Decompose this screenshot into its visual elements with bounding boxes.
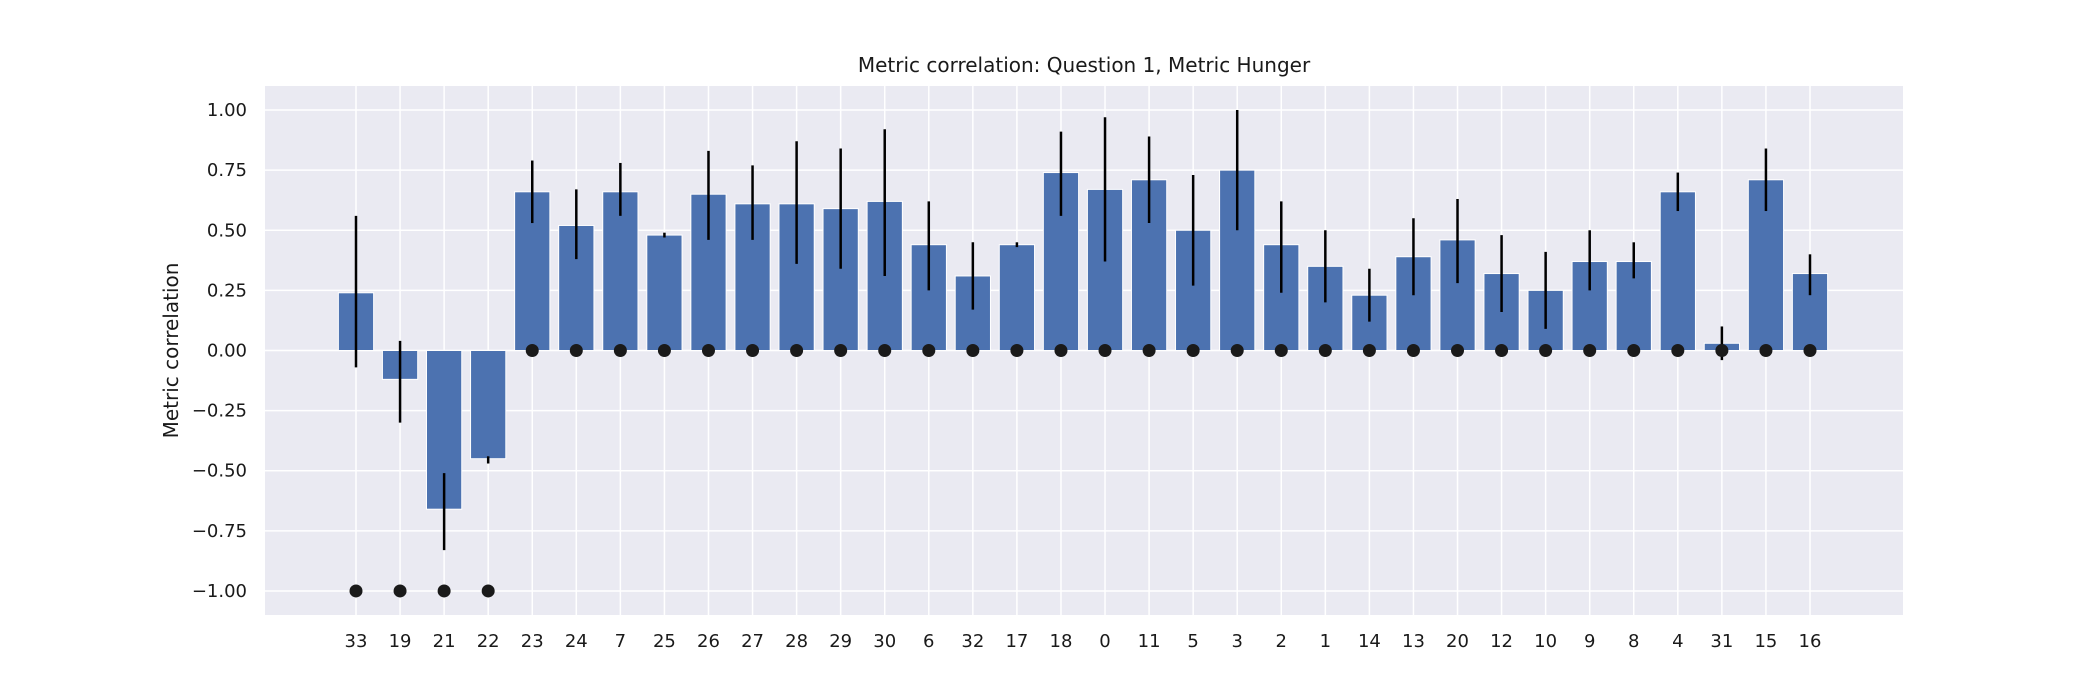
x-tick-label: 27: [741, 631, 764, 652]
marker-6: [922, 344, 936, 357]
x-tick-label: 0: [1099, 631, 1110, 652]
marker-28: [790, 344, 804, 357]
y-tick-label: −0.25: [192, 401, 247, 422]
marker-19: [393, 584, 407, 598]
marker-7: [613, 344, 627, 357]
x-tick-label: 28: [785, 631, 808, 652]
x-tick-label: 21: [433, 631, 456, 652]
bar-17: [998, 244, 1036, 351]
marker-5: [1186, 344, 1200, 357]
x-tick-label: 18: [1050, 631, 1073, 652]
marker-16: [1803, 344, 1817, 357]
x-tick-label: 7: [615, 631, 626, 652]
y-tick-label: −0.75: [192, 521, 247, 542]
marker-17: [1010, 344, 1024, 357]
y-tick-label: 0.25: [207, 280, 247, 301]
x-tick-label: 3: [1231, 631, 1242, 652]
x-tick-label: 11: [1138, 631, 1161, 652]
bar-4: [1659, 191, 1696, 351]
x-tick-label: 31: [1710, 631, 1733, 652]
marker-15: [1759, 344, 1773, 357]
marker-1: [1318, 344, 1332, 357]
marker-2: [1274, 344, 1288, 357]
marker-33: [349, 584, 363, 598]
y-tick-labels: −1.00 −0.75 −0.50 −0.25 0.00 0.25 0.50 0.75 1.00: [192, 100, 247, 602]
marker-0: [1098, 344, 1112, 357]
y-tick-label: −0.50: [192, 461, 247, 482]
x-tick-label: 2: [1276, 631, 1287, 652]
marker-25: [657, 344, 671, 357]
marker-12: [1495, 344, 1509, 357]
marker-31: [1715, 344, 1729, 357]
chart-title: Metric correlation: Question 1, Metric H…: [858, 53, 1311, 77]
x-tick-label: 15: [1754, 631, 1777, 652]
marker-26: [701, 344, 715, 357]
y-tick-label: 0.00: [207, 341, 247, 362]
x-tick-label: 32: [961, 631, 984, 652]
x-tick-label: 12: [1490, 631, 1513, 652]
marker-18: [1054, 344, 1068, 357]
bar-25: [646, 234, 683, 351]
x-tick-label: 30: [873, 631, 896, 652]
x-tick-label: 9: [1584, 631, 1595, 652]
x-tick-label: 13: [1402, 631, 1425, 652]
x-tick-labels: 33 19 21 22 23 24 7 25 26 27 28 29 30 6 32 17 18 0 11 5 3 2 1 1…: [345, 631, 1822, 652]
x-tick-label: 6: [923, 631, 934, 652]
marker-22: [481, 584, 495, 598]
x-tick-label: 16: [1799, 631, 1822, 652]
marker-11: [1142, 344, 1156, 357]
x-tick-label: 23: [521, 631, 544, 652]
x-tick-label: 8: [1628, 631, 1639, 652]
marker-3: [1230, 344, 1244, 357]
y-tick-label: −1.00: [192, 581, 247, 602]
x-tick-label: 25: [653, 631, 676, 652]
x-tick-label: 22: [477, 631, 500, 652]
marker-10: [1539, 344, 1553, 357]
x-tick-label: 33: [345, 631, 368, 652]
y-tick-label: 1.00: [207, 100, 247, 121]
point-markers: [349, 344, 1817, 598]
x-tick-label: 10: [1534, 631, 1557, 652]
bar-22: [470, 350, 507, 460]
marker-20: [1451, 344, 1465, 357]
marker-13: [1406, 344, 1420, 357]
y-tick-label: 0.50: [207, 220, 247, 241]
x-tick-label: 26: [697, 631, 720, 652]
marker-23: [525, 344, 539, 357]
marker-30: [878, 344, 892, 357]
marker-32: [966, 344, 980, 357]
marker-4: [1671, 344, 1685, 357]
bar-7: [602, 191, 639, 351]
y-tick-label: 0.75: [207, 160, 247, 181]
x-tick-label: 29: [829, 631, 852, 652]
marker-29: [834, 344, 848, 357]
marker-8: [1627, 344, 1641, 357]
x-tick-label: 19: [389, 631, 412, 652]
marker-9: [1583, 344, 1597, 357]
marker-27: [746, 344, 760, 357]
x-tick-label: 4: [1672, 631, 1683, 652]
marker-14: [1362, 344, 1376, 357]
error-bars: [354, 110, 1812, 551]
x-tick-label: 20: [1446, 631, 1469, 652]
marker-21: [437, 584, 451, 598]
x-tick-label: 5: [1187, 631, 1198, 652]
x-tick-label: 1: [1320, 631, 1331, 652]
x-tick-label: 17: [1005, 631, 1028, 652]
y-axis-label: Metric correlation: [159, 263, 183, 439]
x-tick-label: 14: [1358, 631, 1381, 652]
x-tick-label: 24: [565, 631, 588, 652]
marker-24: [569, 344, 583, 357]
